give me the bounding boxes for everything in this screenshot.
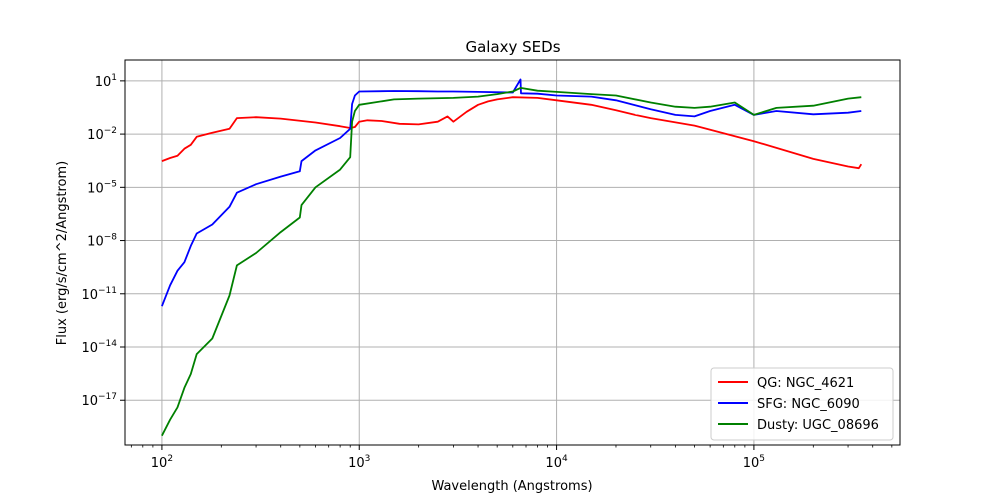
x-axis-ticks: 102 103 104 105	[130, 445, 893, 471]
y-tick-label: 10−5	[87, 179, 117, 196]
y-tick-label: 10−14	[81, 339, 117, 356]
legend: QG: NGC_4621 SFG: NGC_6090 Dusty: UGC_0869…	[710, 367, 894, 441]
legend-box	[710, 367, 894, 441]
y-tick-label: 10−11	[81, 286, 117, 303]
legend-label-2: Dusty: UGC_08696	[757, 418, 879, 433]
x-axis-label: Wavelength (Angstroms)	[431, 479, 592, 494]
y-tick-label: 10−2	[87, 126, 117, 143]
chart-title: Galaxy SEDs	[465, 38, 560, 56]
y-axis-label: Flux (erg/s/cm^2/Angstrom)	[55, 161, 70, 345]
legend-label-1: SFG: NGC_6090	[757, 397, 860, 412]
x-tick-label: 102	[151, 454, 173, 471]
legend-label-0: QG: NGC_4621	[757, 376, 854, 391]
x-tick-label: 104	[545, 454, 568, 471]
x-tick-label: 105	[743, 454, 765, 471]
series-line-1	[161, 78, 862, 307]
y-tick-label: 101	[95, 73, 117, 90]
y-axis-ticks: 10−17 10−14 10−11 10−8 10−5 10−2 101	[81, 73, 125, 409]
grid-lines	[125, 60, 900, 445]
series-line-0	[161, 96, 863, 170]
series-line-2	[161, 87, 862, 437]
x-tick-label: 103	[348, 454, 370, 471]
y-tick-label: 10−17	[81, 392, 117, 409]
y-tick-label: 10−8	[87, 233, 117, 250]
series-layer	[161, 78, 863, 437]
